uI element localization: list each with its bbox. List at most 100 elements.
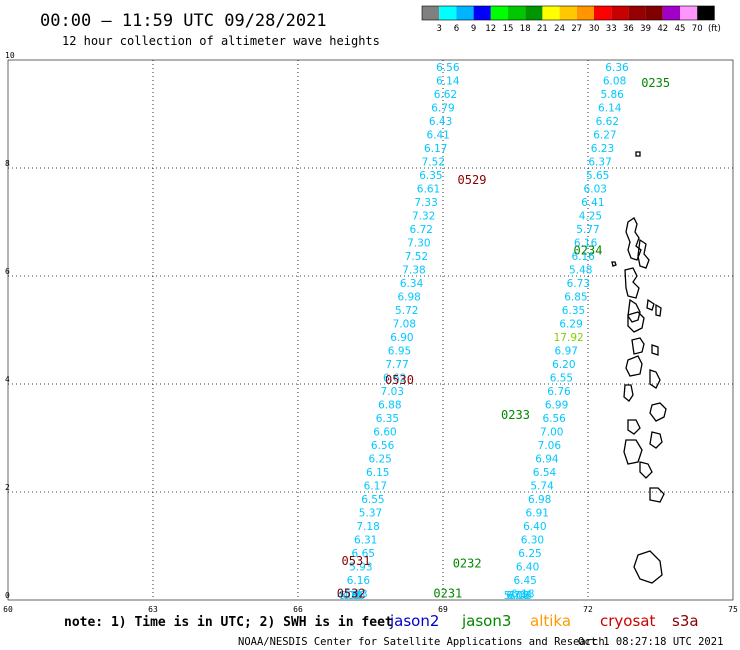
island-outline (633, 550, 663, 584)
island-outline (611, 261, 617, 267)
scale-swatch (508, 6, 526, 20)
island-outline (631, 337, 645, 355)
scale-label: 21 (537, 24, 548, 34)
scale-label: 39 (640, 24, 651, 34)
credit-line: NOAA/NESDIS Center for Satellite Applica… (238, 636, 605, 648)
scale-swatch (422, 6, 440, 20)
scale-swatch (576, 6, 594, 20)
scale-swatch (490, 6, 508, 20)
scale-swatch (628, 6, 646, 20)
scale-swatch (645, 6, 663, 20)
wave-height-value: 6.36 (605, 62, 629, 74)
wave-height-value: 4.08 (337, 590, 360, 602)
pass-time-labels: 0235 0529 0234 0530 0233 0531 0232 0532 0231 (337, 76, 670, 600)
wave-height-value: 6.16 (574, 237, 598, 249)
satellite-name: altika (530, 612, 571, 630)
island-outline (637, 238, 650, 269)
pass-time-label: 0233 (501, 408, 530, 422)
scale-label: 36 (623, 24, 634, 34)
wave-height-value: 6.98 (528, 494, 551, 506)
scale-label: 33 (606, 24, 617, 34)
wave-height-value: 6.88 (378, 399, 401, 411)
scale-swatch (611, 6, 629, 20)
wave-height-value: 6.95 (388, 345, 411, 357)
wave-height-value: 7.03 (381, 386, 404, 398)
wave-height-value: 6.72 (410, 224, 433, 236)
wave-height-value: 6.37 (588, 156, 611, 168)
scale-label: 70 (692, 24, 703, 34)
y-tick-labels: 0 2 4 6 8 10 (5, 51, 15, 600)
island-outline (623, 439, 643, 465)
wave-height-value: 6.25 (518, 548, 541, 560)
wave-height-value: 6.56 (371, 440, 395, 452)
scale-label: 30 (589, 24, 600, 34)
scale-swatch (456, 6, 474, 20)
island-outline (649, 487, 665, 503)
scale-label: 24 (554, 24, 565, 34)
wave-height-value: 6.35 (562, 305, 585, 317)
scale-swatch (473, 6, 491, 20)
wave-height-value: 6.18 (511, 588, 534, 600)
wave-height-value: 6.65 (352, 548, 375, 560)
wave-height-value: 6.08 (603, 75, 626, 87)
scale-label: 9 (471, 24, 476, 34)
wave-height-value: 6.27 (593, 129, 616, 141)
scale-label: 27 (571, 24, 582, 34)
wave-height-value: 6.17 (424, 143, 447, 155)
coastline (611, 151, 667, 584)
island-outline (627, 298, 641, 323)
wave-height-value: 6.14 (436, 75, 460, 87)
wave-height-value: 7.77 (385, 359, 408, 371)
island-outline (627, 311, 645, 333)
scale-swatch (594, 6, 612, 20)
wave-height-value: 5.86 (600, 89, 624, 101)
wave-height-value: 5.72 (395, 305, 418, 317)
wave-height-value: 6.08 (506, 590, 529, 602)
wave-height-value: 6.40 (516, 561, 539, 573)
wave-height-value: 6.20 (552, 359, 575, 371)
wave-height-value: 7.30 (407, 237, 430, 249)
wave-height-value: 6.54 (533, 467, 557, 479)
wave-height-value: 7.38 (402, 264, 425, 276)
wave-height-value: 6.91 (526, 507, 549, 519)
scale-label: 18 (520, 24, 531, 34)
wave-height-value: 6.45 (513, 575, 536, 587)
island-outline (625, 217, 642, 261)
wave-height-value: 5.74 (530, 480, 554, 492)
island-outline (624, 267, 640, 299)
wave-height-value: 6.62 (596, 116, 619, 128)
wave-height-value: 6.14 (598, 102, 622, 114)
wave-height-value: 6.16 (571, 251, 595, 263)
wave-height-value: 7.08 (393, 318, 416, 330)
wave-height-value: 6.76 (547, 386, 571, 398)
wave-height-value: 6.35 (376, 413, 399, 425)
scale-label: 45 (675, 24, 686, 34)
chart-title: 00:00 – 11:59 UTC 09/28/2021 (40, 11, 327, 31)
x-tick-label: 60 (3, 605, 13, 614)
wave-height-value: 6.73 (567, 278, 590, 290)
data-points: 6.566.146.626.796.436.416.177.526.356.61… (337, 62, 629, 602)
island-outline (635, 151, 641, 157)
pass-time-label: 0530 (385, 373, 414, 387)
wave-height-value: 6.99 (545, 399, 568, 411)
scale-swatch (542, 6, 560, 20)
satellite-name: s3a (672, 612, 699, 630)
scale-label: (ft) (708, 24, 721, 34)
wave-height-value: 6.34 (400, 278, 424, 290)
wave-height-value: 6.35 (419, 170, 442, 182)
y-tick-label: 6 (5, 267, 10, 276)
wave-height-value: 6.56 (542, 413, 566, 425)
scale-label: 42 (657, 24, 668, 34)
x-tick-label: 72 (583, 605, 593, 614)
grid (8, 60, 733, 600)
wave-height-value: 6.25 (368, 453, 391, 465)
scale-label: 6 (454, 24, 459, 34)
y-tick-label: 0 (5, 591, 10, 600)
wave-height-value: 7.18 (356, 521, 379, 533)
wave-height-value: 5.37 (359, 507, 382, 519)
wave-height-value: 5.48 (569, 264, 592, 276)
wave-height-value: 6.03 (584, 183, 607, 195)
wave-height-value: 7.00 (540, 426, 563, 438)
